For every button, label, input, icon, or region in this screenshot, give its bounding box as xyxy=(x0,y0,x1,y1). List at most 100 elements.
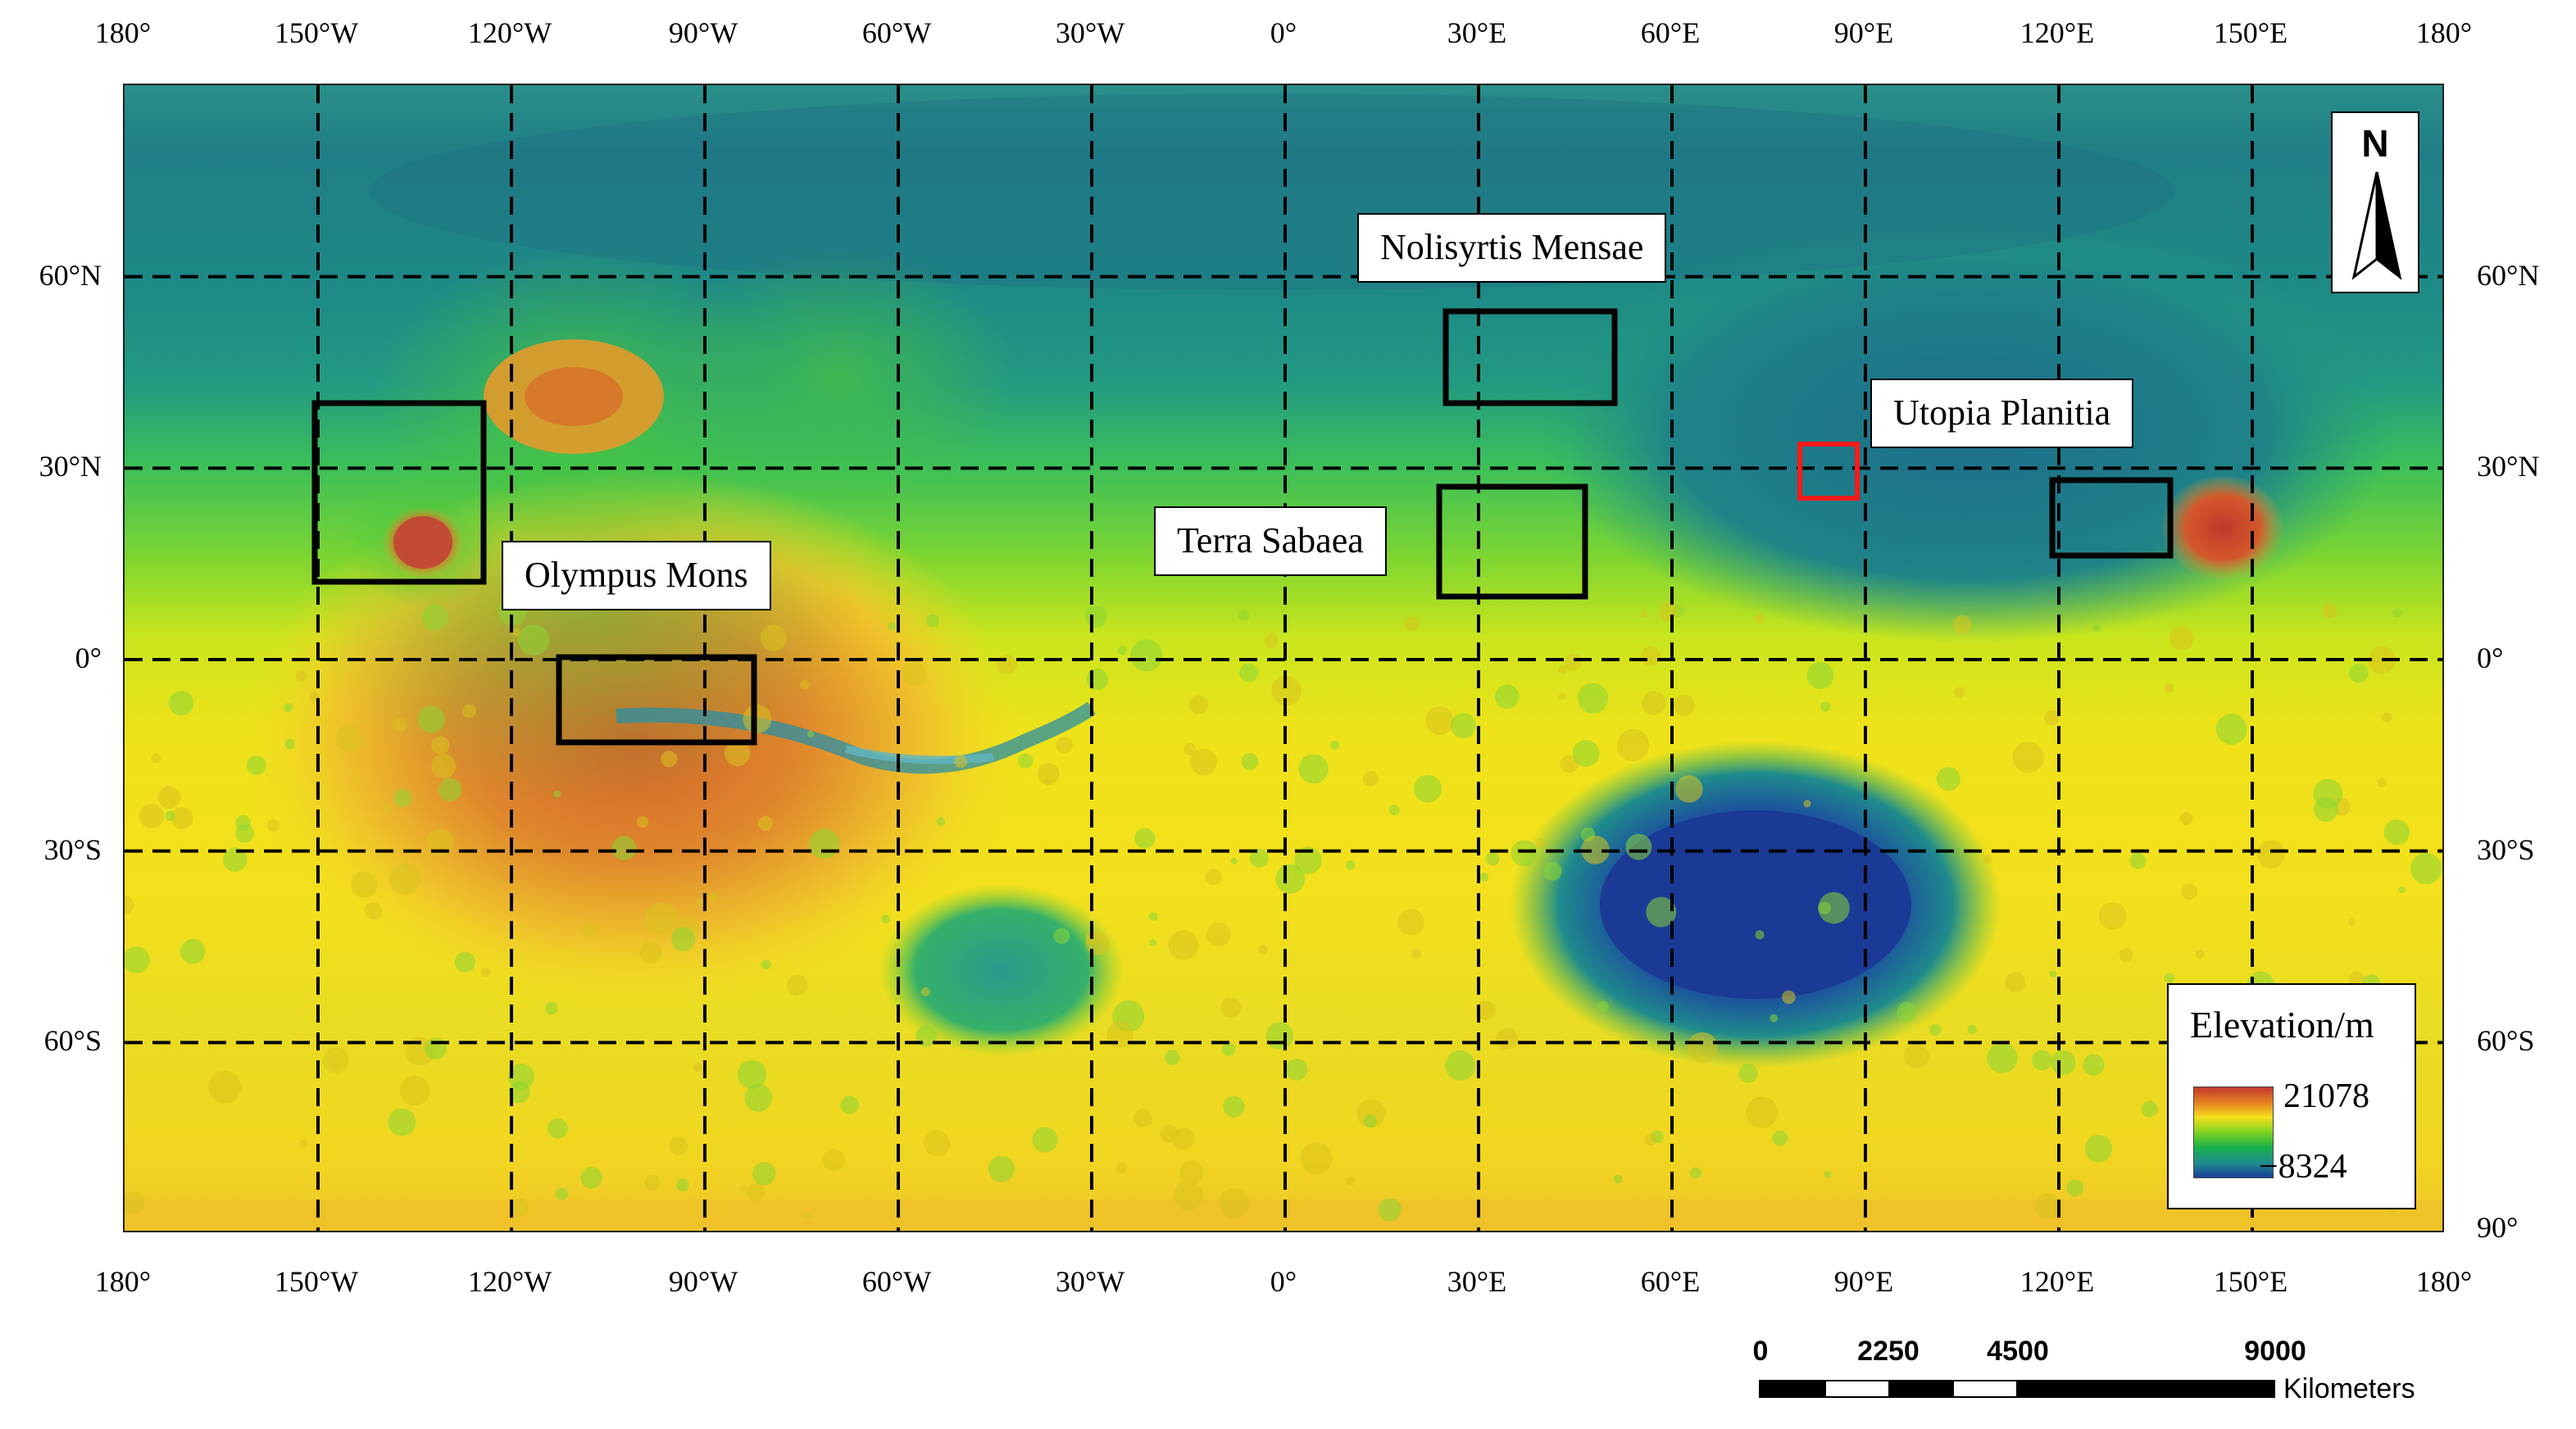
top-longitude-label: 150°E xyxy=(2213,16,2288,49)
crater xyxy=(1404,616,1420,632)
crater xyxy=(580,1167,602,1189)
crater xyxy=(1275,864,1306,894)
crater xyxy=(2084,1134,2113,1163)
crater xyxy=(417,705,445,733)
crater xyxy=(1239,663,1259,683)
crater xyxy=(1053,928,1070,944)
crater xyxy=(1286,1059,1308,1081)
bottom-longitude-label: 180° xyxy=(2415,1265,2473,1298)
bottom-longitude-label: 0° xyxy=(1270,1265,1297,1298)
crater xyxy=(511,628,520,637)
crater xyxy=(1220,997,1242,1018)
crater xyxy=(1411,948,1421,959)
crater xyxy=(1806,661,1834,689)
crater xyxy=(1674,694,1695,716)
scale-tick-0: 0 xyxy=(1752,1336,1769,1367)
crater xyxy=(1265,1022,1293,1050)
crater xyxy=(1613,1174,1623,1184)
crater xyxy=(1954,687,1965,698)
crater xyxy=(1300,1142,1333,1175)
bottom-longitude-label: 150°W xyxy=(274,1265,359,1298)
crater xyxy=(157,786,181,809)
crater xyxy=(740,1186,747,1193)
crater xyxy=(822,1149,845,1172)
crater xyxy=(1625,833,1652,860)
crater xyxy=(480,968,490,978)
right-latitude-label: 60°N xyxy=(2477,258,2540,292)
crater xyxy=(1363,1114,1377,1128)
label-utopia-planitia: Utopia Planitia xyxy=(1870,379,2134,448)
crater xyxy=(936,817,946,827)
left-latitude-label: 60°N xyxy=(39,258,102,292)
crater xyxy=(1904,1043,1929,1069)
crater xyxy=(2164,683,2174,693)
crater xyxy=(708,892,718,902)
crater xyxy=(581,922,597,937)
crater xyxy=(125,946,150,973)
top-longitude-label: 60°E xyxy=(1640,16,1701,49)
crater xyxy=(1037,762,1060,785)
crater xyxy=(804,1211,812,1219)
crater xyxy=(2392,608,2402,618)
north-polar-lowland xyxy=(370,93,2174,290)
crater xyxy=(1755,613,1765,624)
crater xyxy=(2347,918,2356,926)
crater xyxy=(2215,714,2247,745)
crater xyxy=(1115,1162,1128,1174)
crater xyxy=(1230,857,1238,864)
crater xyxy=(693,1062,702,1073)
crater xyxy=(454,951,475,973)
crater xyxy=(1967,1024,1977,1034)
crater xyxy=(787,974,808,996)
crater xyxy=(284,738,295,750)
crater xyxy=(1675,775,1703,803)
crater xyxy=(1560,755,1579,773)
crater xyxy=(1018,753,1034,769)
crater xyxy=(997,654,1017,675)
crater xyxy=(299,1139,308,1149)
legend-min-value: −8324 xyxy=(2259,1148,2347,1186)
crater xyxy=(1803,800,1811,808)
crater xyxy=(1249,848,1269,868)
crater xyxy=(1536,837,1546,847)
crater xyxy=(284,703,293,712)
crater xyxy=(752,1162,776,1186)
crater xyxy=(1782,990,1796,1005)
crater xyxy=(1330,740,1340,751)
label-olympus-mons: Olympus Mons xyxy=(502,541,771,610)
crater xyxy=(925,614,939,628)
top-longitude-label: 150°W xyxy=(274,16,359,49)
crater xyxy=(2398,886,2406,894)
crater xyxy=(1188,695,1209,714)
crater xyxy=(696,898,705,907)
crater xyxy=(234,814,251,831)
crater xyxy=(2032,1050,2052,1071)
legend-max-value: 21078 xyxy=(2283,1077,2369,1115)
crater xyxy=(1241,753,1259,770)
crater xyxy=(1689,1167,1701,1179)
crater xyxy=(1897,1001,1917,1022)
crater xyxy=(1597,1000,1609,1013)
top-longitude-label: 90°E xyxy=(1833,16,1894,49)
map-canvas xyxy=(125,85,2442,1231)
crater xyxy=(746,1182,766,1201)
bottom-longitude-label: 150°E xyxy=(2213,1265,2288,1298)
crater xyxy=(1134,1109,1153,1127)
crater xyxy=(1179,1160,1204,1185)
crater xyxy=(246,755,266,775)
crater xyxy=(2410,852,2442,885)
study-area-box-terra-sabaea xyxy=(1436,483,1588,600)
crater xyxy=(1149,939,1157,946)
crater xyxy=(1494,684,1520,709)
crater xyxy=(1346,1177,1355,1186)
crater xyxy=(1936,766,1961,792)
crater xyxy=(223,847,248,872)
scale-units: Kilometers xyxy=(2283,1373,2415,1404)
crater xyxy=(555,1187,569,1200)
scale-tick-9000: 9000 xyxy=(2244,1336,2306,1367)
crater xyxy=(1148,912,1158,921)
crater xyxy=(431,736,450,755)
crater xyxy=(1388,805,1400,815)
crater xyxy=(1218,1188,1250,1219)
crater xyxy=(1616,728,1650,762)
